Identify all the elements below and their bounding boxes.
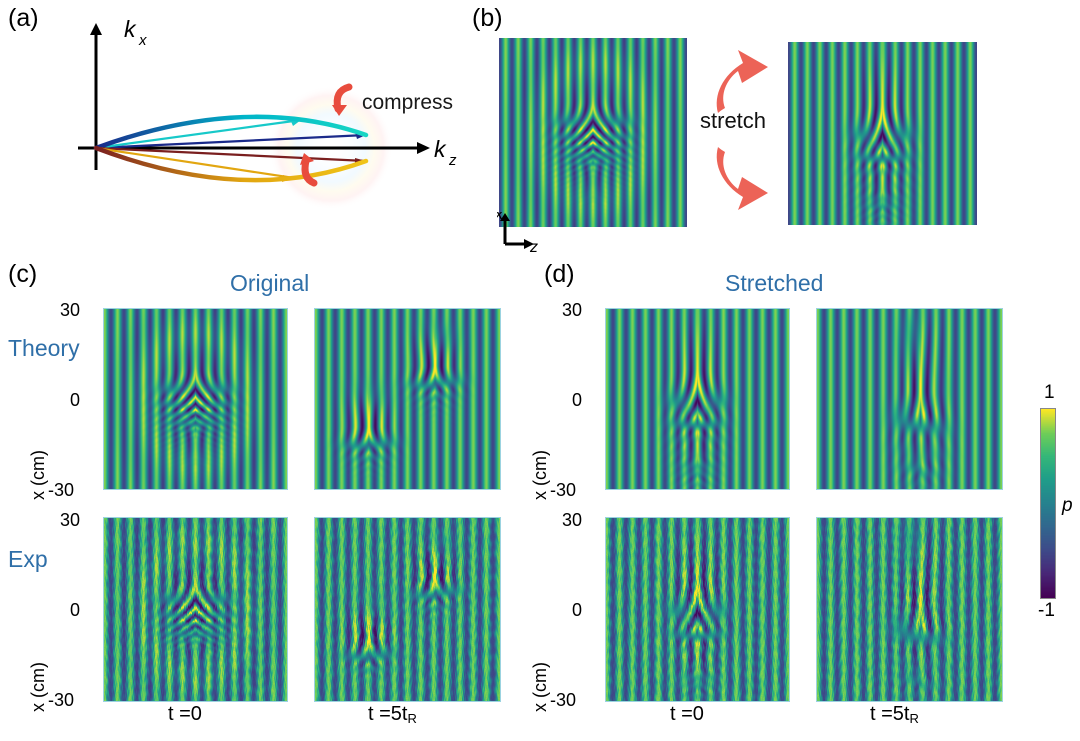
svg-text:x: x bbox=[497, 212, 504, 223]
svg-text:z: z bbox=[448, 152, 457, 169]
svg-text:x: x bbox=[138, 32, 147, 49]
svg-text:k: k bbox=[434, 136, 447, 162]
svg-text:k: k bbox=[124, 16, 137, 42]
svg-text:z: z bbox=[529, 239, 538, 252]
svg-text:compress: compress bbox=[362, 91, 453, 114]
